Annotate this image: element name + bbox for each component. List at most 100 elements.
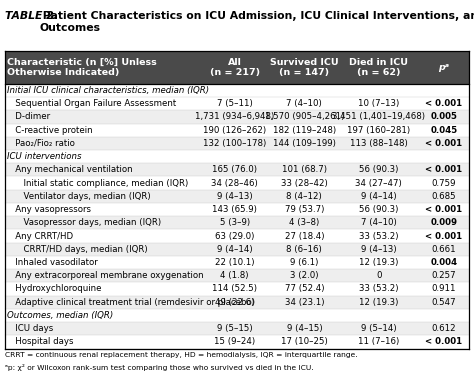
Bar: [5, 176, 469, 190]
Text: 27 (18.4): 27 (18.4): [284, 232, 324, 241]
Text: 0.612: 0.612: [431, 324, 456, 333]
Text: 33 (53.2): 33 (53.2): [359, 285, 399, 294]
Text: 8 (4–12): 8 (4–12): [286, 192, 322, 201]
Text: 34 (23.1): 34 (23.1): [284, 298, 324, 307]
Text: 0.661: 0.661: [431, 245, 456, 254]
Bar: [5, 282, 469, 296]
Text: 77 (52.4): 77 (52.4): [284, 285, 324, 294]
Text: 144 (109–199): 144 (109–199): [273, 139, 336, 148]
Text: Hospital days: Hospital days: [7, 337, 73, 346]
Text: 0.257: 0.257: [431, 271, 456, 280]
Text: 9 (4–13): 9 (4–13): [217, 192, 253, 201]
Text: 22 (10.1): 22 (10.1): [215, 258, 255, 267]
Text: 9 (4–13): 9 (4–13): [361, 245, 396, 254]
Text: 12 (19.3): 12 (19.3): [359, 298, 398, 307]
Text: 49 (22.6): 49 (22.6): [215, 298, 255, 307]
Text: 4 (1.8): 4 (1.8): [220, 271, 249, 280]
Text: All
(n = 217): All (n = 217): [210, 58, 260, 77]
Text: < 0.001: < 0.001: [425, 99, 462, 108]
Bar: [5, 190, 469, 203]
Text: 182 (119–248): 182 (119–248): [273, 126, 336, 135]
Text: 113 (88–148): 113 (88–148): [350, 139, 408, 148]
Text: Ventilator days, median (IQR): Ventilator days, median (IQR): [7, 192, 150, 201]
Bar: [5, 322, 469, 335]
Text: 15 (9–24): 15 (9–24): [214, 337, 255, 346]
Text: C-reactive protein: C-reactive protein: [7, 126, 92, 135]
Text: 10 (7–13): 10 (7–13): [358, 99, 399, 108]
Text: 9 (4–14): 9 (4–14): [217, 245, 253, 254]
Text: < 0.001: < 0.001: [425, 165, 462, 174]
Text: Initial ICU clinical characteristics, median (IQR): Initial ICU clinical characteristics, me…: [7, 86, 209, 95]
Text: 33 (53.2): 33 (53.2): [359, 232, 399, 241]
Text: Inhaled vasodilator: Inhaled vasodilator: [7, 258, 97, 267]
Text: Hydroxychloroquine: Hydroxychloroquine: [7, 285, 101, 294]
Bar: [5, 51, 469, 84]
Text: Any extracorporeal membrane oxygenation: Any extracorporeal membrane oxygenation: [7, 271, 203, 280]
Text: Outcomes, median (IQR): Outcomes, median (IQR): [7, 311, 113, 320]
Bar: [5, 269, 469, 282]
Text: 9 (4–14): 9 (4–14): [361, 192, 396, 201]
Text: 132 (100–178): 132 (100–178): [203, 139, 266, 148]
Text: Characteristic (n [%] Unless
Otherwise Indicated): Characteristic (n [%] Unless Otherwise I…: [7, 58, 157, 77]
Text: 8 (6–16): 8 (6–16): [286, 245, 322, 254]
Text: 3 (2.0): 3 (2.0): [290, 271, 319, 280]
Text: 0.004: 0.004: [430, 258, 457, 267]
Text: ICU days: ICU days: [7, 324, 53, 333]
Text: 165 (76.0): 165 (76.0): [212, 165, 257, 174]
Bar: [5, 97, 469, 110]
Text: Survived ICU
(n = 147): Survived ICU (n = 147): [270, 58, 338, 77]
Text: 56 (90.3): 56 (90.3): [359, 205, 398, 214]
Text: Any vasopressors: Any vasopressors: [7, 205, 91, 214]
Text: CRRT/HD days, median (IQR): CRRT/HD days, median (IQR): [7, 245, 147, 254]
Text: Sequential Organ Failure Assessment: Sequential Organ Failure Assessment: [7, 99, 176, 108]
Text: 34 (28–46): 34 (28–46): [211, 179, 258, 188]
Bar: [5, 229, 469, 243]
Text: 0.759: 0.759: [431, 179, 456, 188]
Text: 17 (10–25): 17 (10–25): [281, 337, 328, 346]
Text: CRRT = continuous renal replacement therapy, HD = hemodialysis, IQR = interquart: CRRT = continuous renal replacement ther…: [5, 352, 357, 358]
Text: 0.911: 0.911: [431, 285, 456, 294]
Text: Any CRRT/HD: Any CRRT/HD: [7, 232, 73, 241]
Text: pᵃ: pᵃ: [438, 63, 449, 72]
Text: < 0.001: < 0.001: [425, 232, 462, 241]
Text: 1,570 (905–4,261): 1,570 (905–4,261): [264, 112, 344, 121]
Text: 7 (4–10): 7 (4–10): [361, 218, 397, 227]
Text: 34 (27–47): 34 (27–47): [356, 179, 402, 188]
Text: 11 (7–16): 11 (7–16): [358, 337, 399, 346]
Bar: [5, 296, 469, 309]
Text: 9 (5–14): 9 (5–14): [361, 324, 396, 333]
Text: Vasopressor days, median (IQR): Vasopressor days, median (IQR): [7, 218, 161, 227]
Text: < 0.001: < 0.001: [425, 337, 462, 346]
Text: Adaptive clinical treatment trial (remdesivir or placebo): Adaptive clinical treatment trial (remde…: [7, 298, 255, 307]
Text: 9 (5–15): 9 (5–15): [217, 324, 253, 333]
Bar: [5, 137, 469, 150]
Text: 114 (52.5): 114 (52.5): [212, 285, 257, 294]
Text: 12 (19.3): 12 (19.3): [359, 258, 398, 267]
Bar: [5, 163, 469, 176]
Text: 9 (6.1): 9 (6.1): [290, 258, 319, 267]
Bar: [5, 335, 469, 349]
Text: 5 (3–9): 5 (3–9): [219, 218, 250, 227]
Bar: [5, 243, 469, 256]
Text: 0.005: 0.005: [430, 112, 457, 121]
Text: 0.009: 0.009: [430, 218, 457, 227]
Text: D-dimer: D-dimer: [7, 112, 50, 121]
Bar: [5, 203, 469, 216]
Text: 33 (28–42): 33 (28–42): [281, 179, 328, 188]
Text: 197 (160–281): 197 (160–281): [347, 126, 410, 135]
Text: 63 (29.0): 63 (29.0): [215, 232, 255, 241]
Text: 0.685: 0.685: [431, 192, 456, 201]
Text: 7 (4–10): 7 (4–10): [286, 99, 322, 108]
Bar: [5, 256, 469, 269]
Bar: [5, 110, 469, 124]
Text: Died in ICU
(n = 62): Died in ICU (n = 62): [349, 58, 408, 77]
Text: < 0.001: < 0.001: [425, 139, 462, 148]
Text: Pao₂/Fio₂ ratio: Pao₂/Fio₂ ratio: [7, 139, 74, 148]
Text: 190 (126–262): 190 (126–262): [203, 126, 266, 135]
Text: Any mechanical ventilation: Any mechanical ventilation: [7, 165, 132, 174]
Text: 0: 0: [376, 271, 382, 280]
Text: ICU interventions: ICU interventions: [7, 152, 81, 161]
Text: 0.045: 0.045: [430, 126, 457, 135]
Text: 143 (65.9): 143 (65.9): [212, 205, 257, 214]
Text: 4 (3–8): 4 (3–8): [289, 218, 319, 227]
